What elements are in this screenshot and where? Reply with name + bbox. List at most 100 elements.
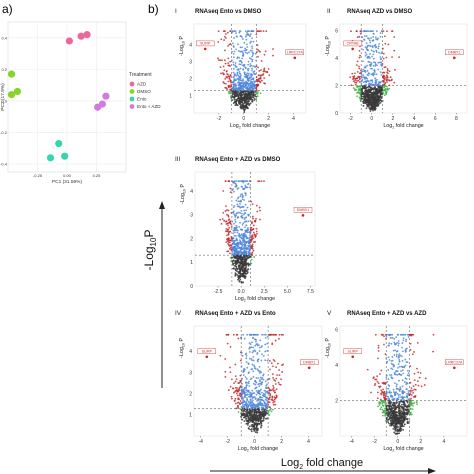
volcano-point-p xyxy=(246,397,248,399)
volcano-point-ns xyxy=(255,419,258,422)
volcano-point-ns xyxy=(246,409,248,412)
volcano-point-sig xyxy=(257,180,260,183)
volcano-point-sig xyxy=(383,80,385,82)
volcano-point-sig xyxy=(409,390,412,393)
volcano-point-p xyxy=(374,46,377,49)
volcano-point-ns xyxy=(233,101,236,103)
volcano-point-ns xyxy=(255,89,257,92)
volcano-point-ns xyxy=(251,100,254,103)
volcano-point-sig xyxy=(385,333,387,336)
volcano-point-p xyxy=(232,67,235,70)
volcano-point-p xyxy=(377,45,380,48)
volcano-point-sig xyxy=(229,65,231,67)
volcano-point-p xyxy=(377,47,380,50)
volcano-point-ns xyxy=(371,88,374,91)
volcano-point-sig xyxy=(257,55,259,58)
volcano-point-p xyxy=(372,83,374,86)
volcano-point-ns xyxy=(372,107,375,110)
volcano-point-p xyxy=(251,83,254,86)
volcano-point-p xyxy=(251,401,254,404)
volcano-point-p xyxy=(387,396,390,398)
volcano-point-p xyxy=(233,50,236,53)
volcano-point-p xyxy=(371,81,374,83)
volcano-point-p xyxy=(407,398,410,401)
volcano-point-p xyxy=(231,220,234,223)
volcano-point-sig xyxy=(355,81,358,84)
volcano-point-ns xyxy=(366,93,369,95)
volcano-point-sig xyxy=(354,81,356,84)
volcano-point-ns xyxy=(240,282,243,284)
volcano-point-ns xyxy=(233,95,236,98)
volcano-point-ns xyxy=(264,408,267,411)
volcano-point-ns xyxy=(265,409,268,412)
volcano-point-p xyxy=(261,407,264,410)
volcano-point-p xyxy=(264,402,266,405)
volcano-point-p xyxy=(241,196,244,198)
volcano-point-sig xyxy=(376,397,379,400)
volcano-point-sig xyxy=(223,219,225,222)
volcano-point-ns xyxy=(241,261,244,264)
volcano-point-ns xyxy=(366,104,369,107)
volcano-point-sig xyxy=(268,389,271,391)
volcano-point-ns xyxy=(366,101,369,104)
volcano-point-p xyxy=(260,388,262,391)
volcano-point-sig xyxy=(358,35,361,38)
volcano-point-sig xyxy=(412,385,415,388)
volcano-point-sig xyxy=(238,389,241,392)
volcano-point-p xyxy=(233,180,236,183)
volcano-point-p xyxy=(242,181,245,184)
volcano-point-sig xyxy=(393,36,396,38)
volcano-point-p xyxy=(248,249,251,252)
volcano-point-p xyxy=(248,347,251,350)
volcano-point-ns xyxy=(231,94,234,97)
volcano-point-sig xyxy=(227,389,230,391)
volcano-point-p xyxy=(403,381,406,383)
volcano-point-p xyxy=(245,80,247,83)
volcano-point-sig xyxy=(384,395,387,398)
volcano-point-ns xyxy=(400,419,403,422)
volcano-point-p xyxy=(247,72,250,75)
volcano-point-sig xyxy=(352,80,355,83)
volcano-point-sig xyxy=(352,75,355,78)
volcano-point-sig xyxy=(383,398,386,401)
volcano-point-ns xyxy=(395,411,397,413)
volcano-point-p xyxy=(241,243,244,246)
volcano-point-fc xyxy=(229,92,232,95)
volcano-point-sig xyxy=(282,363,284,366)
volcano-point-sig xyxy=(423,384,426,386)
volcano-point-sig xyxy=(229,252,231,255)
volcano-point-p xyxy=(254,52,257,55)
volcano-point-ns xyxy=(248,428,250,430)
volcano-point-p xyxy=(387,387,390,390)
volcano-point-p xyxy=(246,403,249,406)
volcano-point-p xyxy=(245,35,247,38)
volcano-point-sig xyxy=(273,398,276,401)
volcano-point-p xyxy=(393,341,396,344)
volcano-point-ns xyxy=(245,255,248,257)
volcano-point-p xyxy=(231,59,233,62)
volcano-point-p xyxy=(234,82,237,85)
volcano-point-p xyxy=(257,392,260,395)
volcano-point-p xyxy=(236,35,238,38)
volcano-point-p xyxy=(401,359,404,362)
volcano-point-ns xyxy=(377,95,380,98)
volcano-point-sig xyxy=(226,240,229,242)
volcano-xtick-label: 2 xyxy=(392,116,395,122)
volcano-point-p xyxy=(243,213,245,216)
volcano-point-ns xyxy=(375,98,378,100)
volcano-point-ns xyxy=(236,93,239,95)
volcano-point-sig xyxy=(409,348,412,351)
volcano-point-ns xyxy=(246,269,249,272)
volcano-point-ns xyxy=(239,278,242,281)
volcano-point-p xyxy=(372,35,375,38)
volcano-xlabel: Log2 fold change xyxy=(235,296,275,303)
volcano-point-p xyxy=(406,392,408,395)
volcano-point-ns xyxy=(243,416,246,419)
volcano-ytick-label: 2 xyxy=(335,398,338,404)
volcano-panel-iii: III RNAseq Ento + AZD vs DMSO-2.5 0.0 2.5 5.… xyxy=(175,156,316,303)
volcano-point-ns xyxy=(244,101,247,104)
volcano-point-sig xyxy=(385,77,388,79)
volcano-point-p xyxy=(247,67,250,70)
volcano-point-p xyxy=(254,380,257,383)
volcano-point-p xyxy=(387,369,390,371)
